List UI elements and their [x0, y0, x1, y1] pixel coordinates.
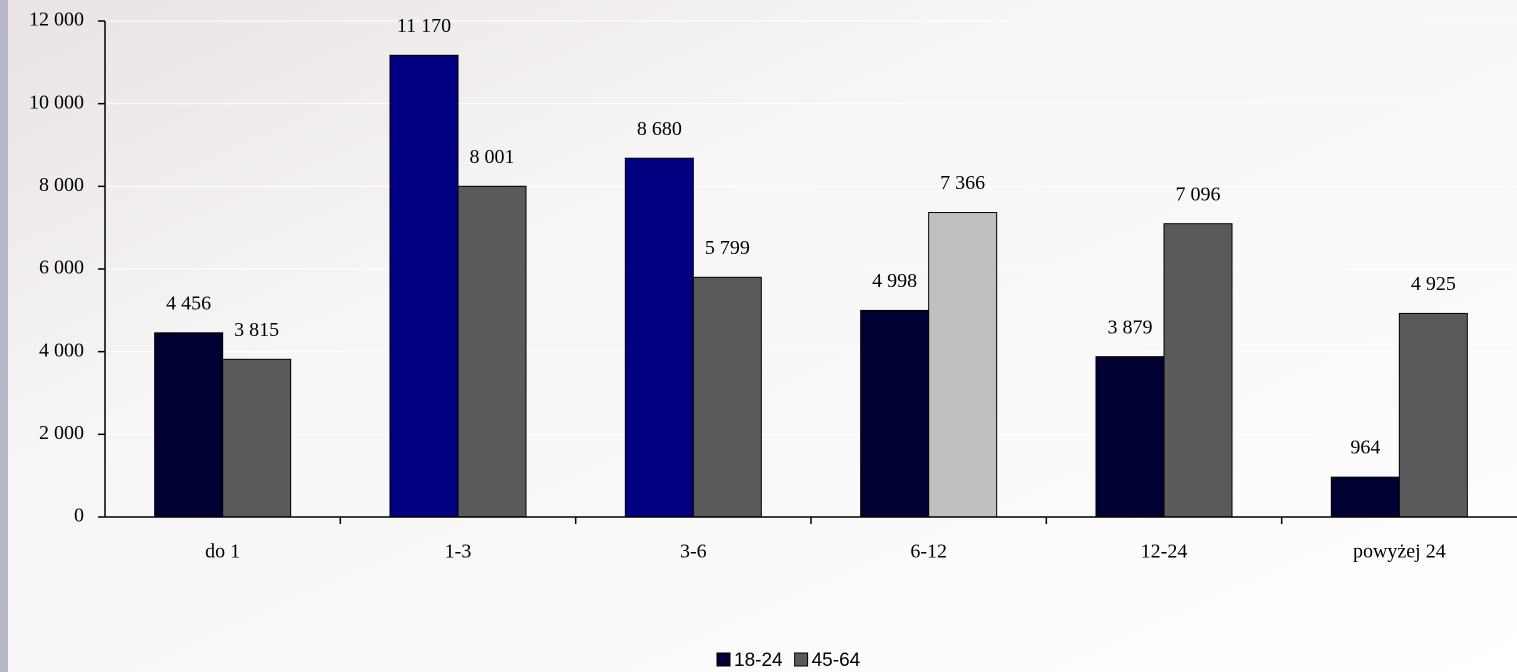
value-label: 8 001	[470, 146, 515, 168]
bar	[928, 212, 998, 518]
x-tick-label: do 1	[205, 541, 240, 563]
value-label: 4 998	[872, 270, 917, 292]
y-tick-label: 0	[74, 505, 84, 527]
bar	[457, 185, 527, 518]
value-label: 4 925	[1411, 273, 1456, 295]
bar	[1163, 223, 1233, 518]
y-tick-label: 4 000	[39, 339, 84, 361]
bar	[222, 358, 292, 518]
value-label: 4 456	[166, 292, 211, 314]
value-label: 3 879	[1108, 316, 1153, 338]
bar	[154, 332, 224, 518]
legend-label: 18-24	[734, 650, 783, 671]
y-tick-label: 8 000	[39, 174, 84, 196]
x-tick-label: 6-12	[910, 541, 947, 563]
value-label: 5 799	[705, 237, 750, 259]
y-tick-label: 2 000	[39, 422, 84, 444]
left-strip	[0, 0, 8, 672]
bar	[1398, 312, 1468, 518]
y-tick-label: 10 000	[29, 91, 84, 113]
x-tick-label: powyżej 24	[1353, 541, 1446, 563]
bar	[1095, 356, 1165, 518]
bar	[860, 309, 930, 518]
y-tick-label: 12 000	[29, 9, 84, 31]
value-label: 3 815	[234, 319, 279, 341]
legend-swatch	[794, 652, 809, 667]
legend-swatch	[716, 652, 731, 667]
value-label: 7 096	[1176, 183, 1221, 205]
value-label: 8 680	[637, 118, 682, 140]
value-label: 11 170	[397, 15, 451, 37]
y-tick-label: 6 000	[39, 257, 84, 279]
bar	[624, 157, 694, 518]
value-label: 7 366	[940, 172, 985, 194]
bar	[1330, 476, 1400, 518]
x-tick-label: 3-6	[680, 541, 707, 563]
bar	[692, 276, 762, 518]
value-label: 964	[1350, 437, 1380, 459]
bar	[389, 54, 459, 518]
legend-label: 45-64	[812, 650, 861, 671]
x-tick-label: 1-3	[445, 541, 472, 563]
x-tick-label: 12-24	[1141, 541, 1188, 563]
